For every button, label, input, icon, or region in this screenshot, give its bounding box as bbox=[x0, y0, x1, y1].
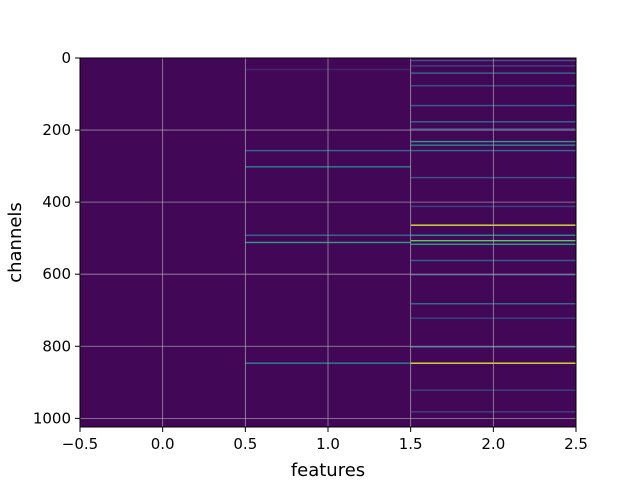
y-tick-label: 0 bbox=[61, 49, 71, 67]
x-tick-label: 0.0 bbox=[151, 435, 175, 453]
y-tick-label: 1000 bbox=[33, 409, 71, 427]
x-tick-label: 1.5 bbox=[399, 435, 423, 453]
x-tick-label: −0.5 bbox=[62, 435, 98, 453]
x-axis-label: features bbox=[291, 460, 365, 480]
y-tick-label: 600 bbox=[42, 265, 71, 283]
y-tick-label: 400 bbox=[42, 193, 71, 211]
y-tick-label: 200 bbox=[42, 121, 71, 139]
x-tick-label: 2.5 bbox=[564, 435, 588, 453]
y-tick-label: 800 bbox=[42, 337, 71, 355]
y-axis-label: channels bbox=[5, 202, 26, 283]
x-axis: −0.5 0.0 0.5 1.0 1.5 2.0 2.5 bbox=[62, 427, 588, 453]
x-tick-label: 0.5 bbox=[233, 435, 257, 453]
x-tick-label: 1.0 bbox=[316, 435, 340, 453]
y-axis: 0 200 400 600 800 1000 bbox=[33, 49, 80, 427]
x-tick-label: 2.0 bbox=[481, 435, 505, 453]
